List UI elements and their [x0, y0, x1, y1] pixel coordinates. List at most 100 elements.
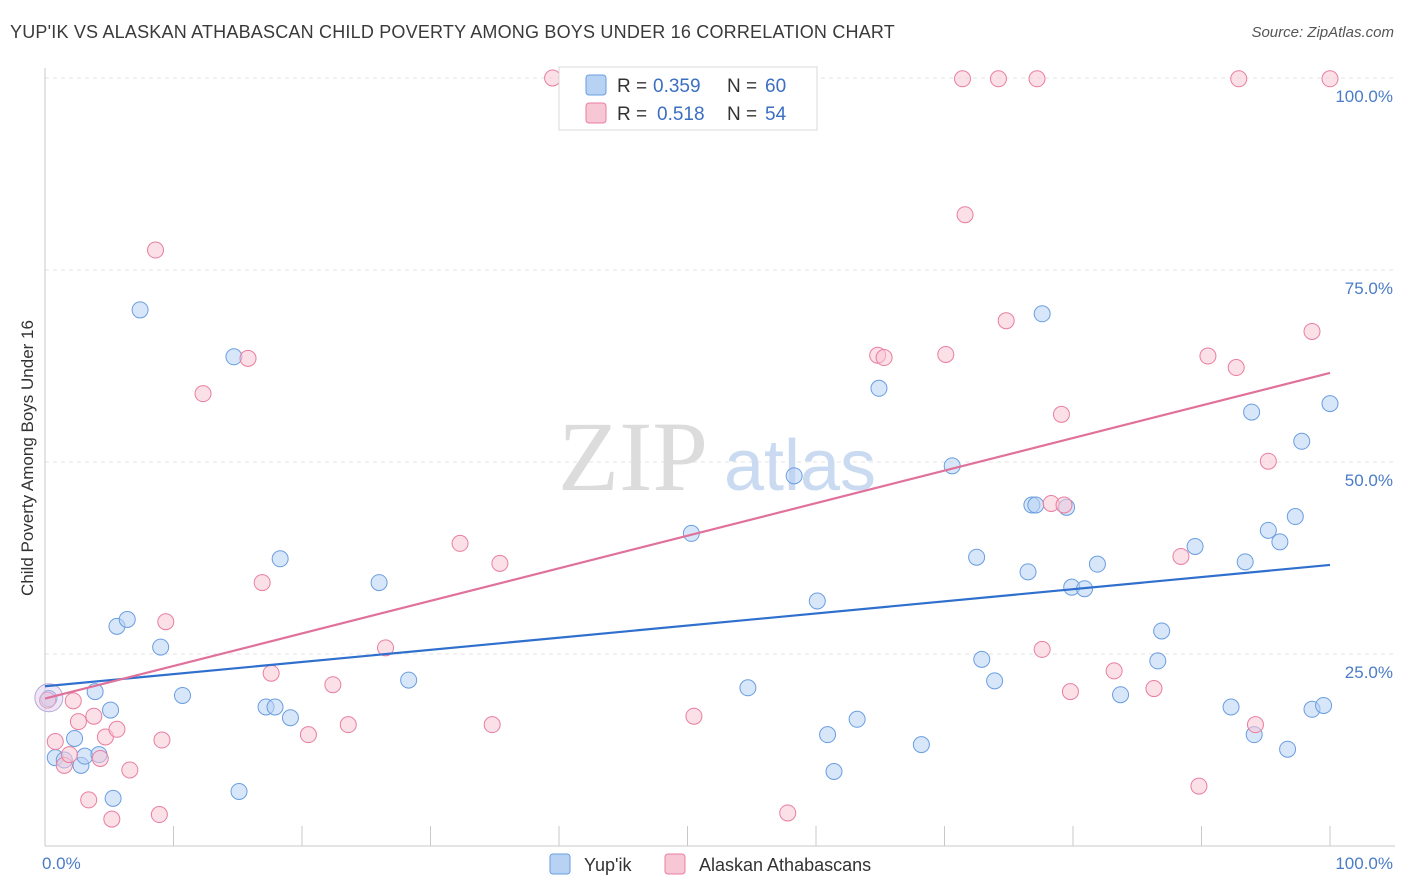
yupik-point-30 — [870, 379, 888, 397]
x-tick-label-1: 100.0% — [1335, 854, 1393, 873]
yupik-point-33 — [968, 548, 986, 566]
y-tick-label-3: 100.0% — [1335, 87, 1393, 106]
yupik-point-20 — [281, 709, 299, 727]
yupik-point-35 — [986, 672, 1004, 690]
legend-swatch-athabascan — [585, 102, 607, 124]
athabascan-point-27 — [491, 554, 509, 572]
yupik-trend-line — [44, 563, 1331, 688]
yupik-point-13 — [152, 638, 170, 656]
athabascan-point-24 — [377, 639, 395, 657]
tick-labels: 25.0% 50.0% 75.0% 100.0% 0.0% 100.0% — [42, 87, 1393, 873]
bottom-legend-label-athabascan: Alaskan Athabascans — [699, 855, 871, 875]
athabascan-point-15 — [153, 731, 171, 749]
athabascan-point-14 — [150, 806, 168, 824]
yupik-point-14 — [173, 686, 191, 704]
yupik-point-54 — [1279, 740, 1297, 758]
yupik-point-29 — [848, 710, 866, 728]
athabascan-point-48 — [1199, 347, 1217, 365]
athabascan-point-36 — [989, 70, 1007, 88]
legend-swatch-yupik — [585, 74, 607, 96]
athabascan-point-17 — [194, 385, 212, 403]
legend-n-value-1: 60 — [765, 76, 786, 97]
athabascan-point-23 — [339, 716, 357, 734]
yupik-point-36 — [1019, 563, 1037, 581]
athabascan-point-18 — [239, 349, 257, 367]
yupik-point-25 — [785, 467, 803, 485]
yupik-point-47 — [1186, 537, 1204, 555]
yupik-point-31 — [912, 736, 930, 754]
y-tick-label-0: 25.0% — [1345, 663, 1393, 682]
yupik-point-45 — [1149, 652, 1167, 670]
y-axis-title: Child Poverty Among Boys Under 16 — [18, 320, 37, 596]
yupik-point-53 — [1271, 533, 1289, 551]
athabascan-point-8 — [91, 749, 109, 767]
watermark: ZIP atlas — [558, 401, 876, 512]
athabascan-point-50 — [1230, 70, 1248, 88]
athabascan-trend-line — [44, 371, 1331, 700]
yupik-point-43 — [1088, 555, 1106, 573]
athabascan-point-13 — [147, 241, 165, 259]
yupik-point-15 — [225, 348, 243, 366]
y-tick-label-1: 50.0% — [1345, 471, 1393, 490]
athabascan-point-39 — [1033, 640, 1051, 658]
athabascan-point-38 — [1028, 70, 1046, 88]
yupik-point-50 — [1243, 403, 1261, 421]
yupik-point-55 — [1286, 508, 1304, 526]
yupik-point-12 — [131, 301, 149, 319]
athabascan-point-28 — [544, 69, 562, 87]
y-tick-label-2: 75.0% — [1345, 279, 1393, 298]
athabascan-point-47 — [1190, 777, 1208, 795]
yupik-point-58 — [1315, 696, 1333, 714]
athabascan-point-6 — [80, 791, 98, 809]
yupik-point-8 — [102, 701, 120, 719]
bottom-legend-swatch-yupik — [549, 853, 571, 875]
yupik-point-18 — [266, 698, 284, 716]
athabascan-point-29 — [685, 707, 703, 725]
athabascan-point-11 — [108, 720, 126, 738]
trend-lines — [44, 371, 1331, 700]
athabascan-point-22 — [324, 676, 342, 694]
yupik-point-38 — [1027, 496, 1045, 514]
watermark-zip: ZIP — [558, 401, 708, 512]
athabascan-point-43 — [1061, 683, 1079, 701]
legend-r-value-2: 0.518 — [657, 104, 705, 125]
legend-r-label-1: R = — [617, 76, 647, 97]
athabascan-point-19 — [253, 574, 271, 592]
athabascan-point-10 — [103, 810, 121, 828]
yupik-point-22 — [400, 671, 418, 689]
athabascan-point-25 — [451, 534, 469, 552]
athabascan-point-42 — [1055, 496, 1073, 514]
x-tick-label-0: 0.0% — [42, 854, 81, 873]
athabascan-point-21 — [299, 726, 317, 744]
athabascan-point-34 — [953, 70, 971, 88]
athabascan-point-37 — [997, 312, 1015, 330]
yupik-point-21 — [370, 574, 388, 592]
yupik-point-9 — [104, 789, 122, 807]
yupik-point-49 — [1236, 553, 1254, 571]
athabascan-point-54 — [1321, 70, 1339, 88]
yupik-point-3 — [66, 729, 84, 747]
yupik-point-46 — [1153, 622, 1171, 640]
athabascan-point-49 — [1227, 359, 1245, 377]
bottom-legend-swatch-athabascan — [664, 853, 686, 875]
legend-n-label-2: N = — [727, 104, 757, 125]
legend: R = 0.359 N = 60 R = 0.518 N = 54 — [558, 66, 818, 131]
yupik-point-5 — [76, 747, 94, 765]
athabascan-point-1 — [46, 733, 64, 751]
athabascan-point-12 — [121, 761, 139, 779]
yupik-point-11 — [118, 610, 136, 628]
athabascan-point-33 — [937, 345, 955, 363]
axes — [44, 68, 1395, 847]
athabascan-point-5 — [69, 713, 87, 731]
yupik-point-19 — [271, 550, 289, 568]
yupik-point-16 — [230, 782, 248, 800]
yupik-point-34 — [973, 650, 991, 668]
athabascan-point-3 — [60, 746, 78, 764]
athabascan-point-44 — [1105, 662, 1123, 680]
athabascan-point-52 — [1259, 452, 1277, 470]
athabascan-point-35 — [956, 206, 974, 224]
yupik-point-26 — [808, 592, 826, 610]
bottom-legend: Yup'ik Alaskan Athabascans — [549, 853, 871, 875]
yupik-point-24 — [739, 679, 757, 697]
